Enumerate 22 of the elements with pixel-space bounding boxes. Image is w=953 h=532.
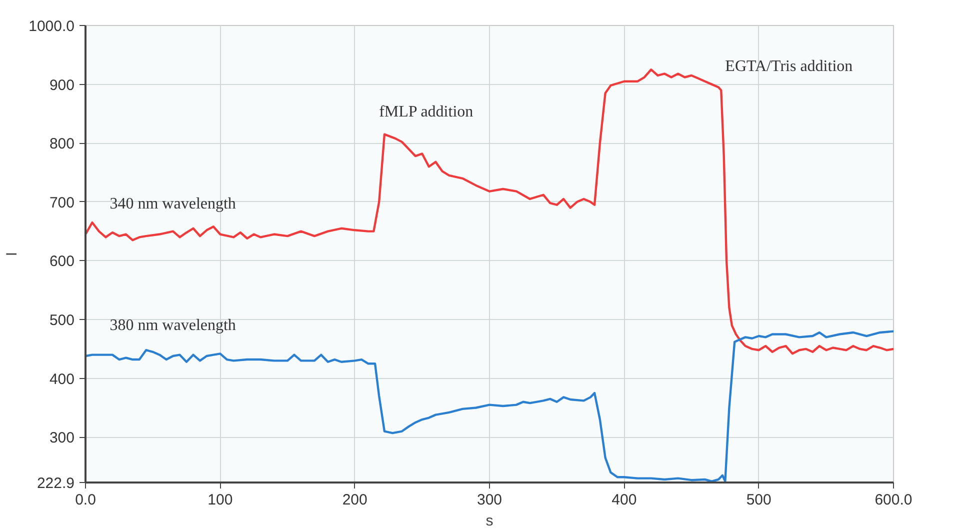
x-tick-label: 500 <box>746 492 772 508</box>
x-tick-label: 600.0 <box>874 492 912 508</box>
y-tick-label: 700 <box>49 194 75 212</box>
y-tick-label: 900 <box>49 76 75 94</box>
x-tick-label: 100 <box>208 492 233 508</box>
x-tick-label: 300 <box>476 492 502 508</box>
x-tick-label: 400 <box>612 492 637 508</box>
y-tick-label: 1000.0 <box>28 18 75 35</box>
y-tick-label: 800 <box>49 136 75 153</box>
annotation: EGTA/Tris addition <box>725 58 853 76</box>
annotation: fMLP addition <box>379 104 474 121</box>
y-tick-label: 500 <box>49 312 75 330</box>
y-axis-title: I <box>4 252 21 256</box>
y-tick-label: 300 <box>49 430 75 447</box>
x-axis-title: s <box>486 512 494 530</box>
y-tick-label: 222.9 <box>36 475 75 492</box>
series-label: 340 nm wavelength <box>110 195 236 212</box>
x-tick-label: 200 <box>342 492 368 508</box>
y-tick-label: 600 <box>49 253 75 270</box>
series-label: 380 nm wavelength <box>110 317 236 334</box>
x-tick-label: 0.0 <box>75 492 96 508</box>
y-tick-label: 400 <box>49 370 75 388</box>
